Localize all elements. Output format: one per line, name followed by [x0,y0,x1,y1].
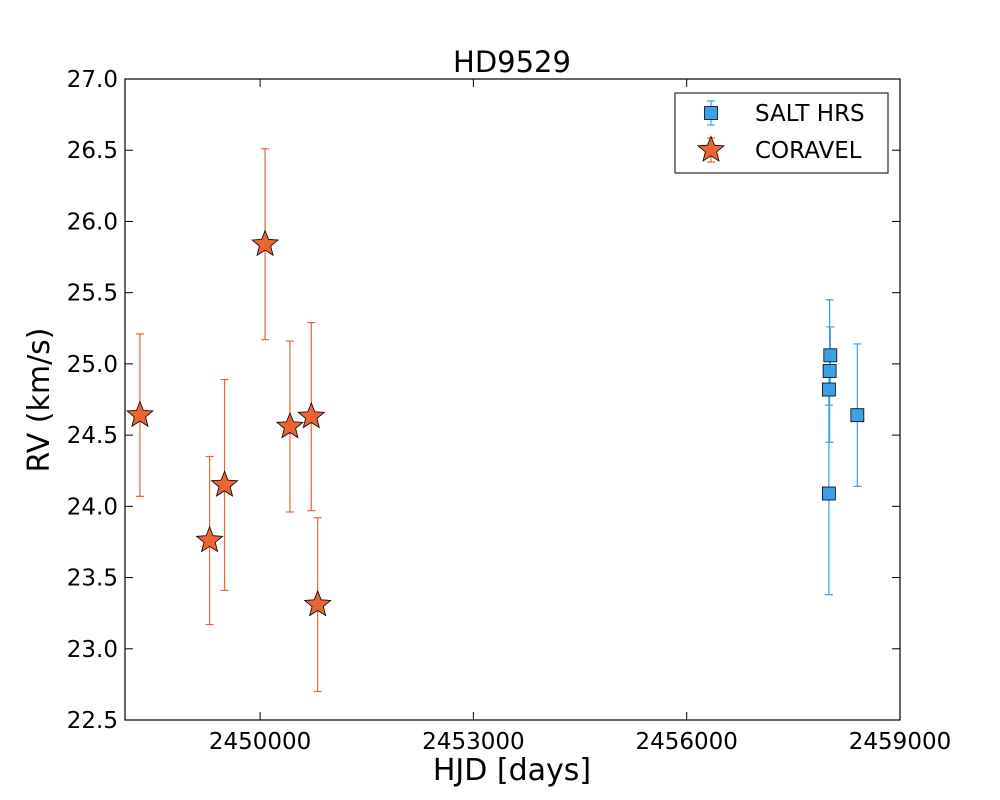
legend-entry-salt-hrs: SALT HRS [704,100,865,127]
coravel-point [125,400,154,428]
y-tick-label: 26.5 [67,138,118,164]
coravel-point [251,229,280,257]
plot-frame [124,78,901,721]
legend-entry-coravel: CORAVEL [696,135,862,164]
y-tick-label: 24.0 [67,494,118,520]
salt-hrs-point [821,382,836,397]
data-series [125,148,865,693]
x-axis-title: HJD [days] [433,753,591,788]
coravel-point [210,470,239,497]
coravel-point [195,525,224,553]
salt-hrs-point [822,364,837,378]
x-tick-label: 2459000 [849,729,951,755]
y-tick-label: 25.5 [67,281,118,307]
salt-hrs-point [821,486,836,501]
y-tick-label: 24.5 [67,423,118,449]
y-axis-title: RV (km/s) [22,327,57,472]
y-tick-label: 23.5 [67,566,118,592]
salt-hrs-point [850,408,865,423]
coravel-point [275,411,304,439]
y-tick-label: 27.0 [67,67,118,93]
y-tick-label: 23.0 [67,637,118,663]
axis-ticks: 2450000 2453000 2456000 2459000 22.5 23.0 23.5… [67,67,951,755]
y-tick-label: 22.5 [67,708,118,734]
x-tick-label: 2456000 [635,729,737,755]
legend-label-salt-hrs: SALT HRS [755,101,865,127]
x-tick-label: 2453000 [422,729,524,755]
series-coravel [125,148,332,693]
series-salt-hrs [821,299,865,596]
y-tick-label: 25.0 [67,352,118,378]
legend: SALT HRS CORAVEL [674,92,889,174]
chart-title: HD9529 [453,45,571,79]
legend-marker-coravel [696,135,726,162]
x-tick-label: 2450000 [209,729,311,755]
legend-marker-salt-hrs [704,106,718,120]
y-tick-label: 26.0 [67,209,118,235]
salt-hrs-point [823,348,838,363]
coravel-point [303,589,332,617]
coravel-point [297,401,326,429]
legend-label-coravel: CORAVEL [755,138,862,164]
